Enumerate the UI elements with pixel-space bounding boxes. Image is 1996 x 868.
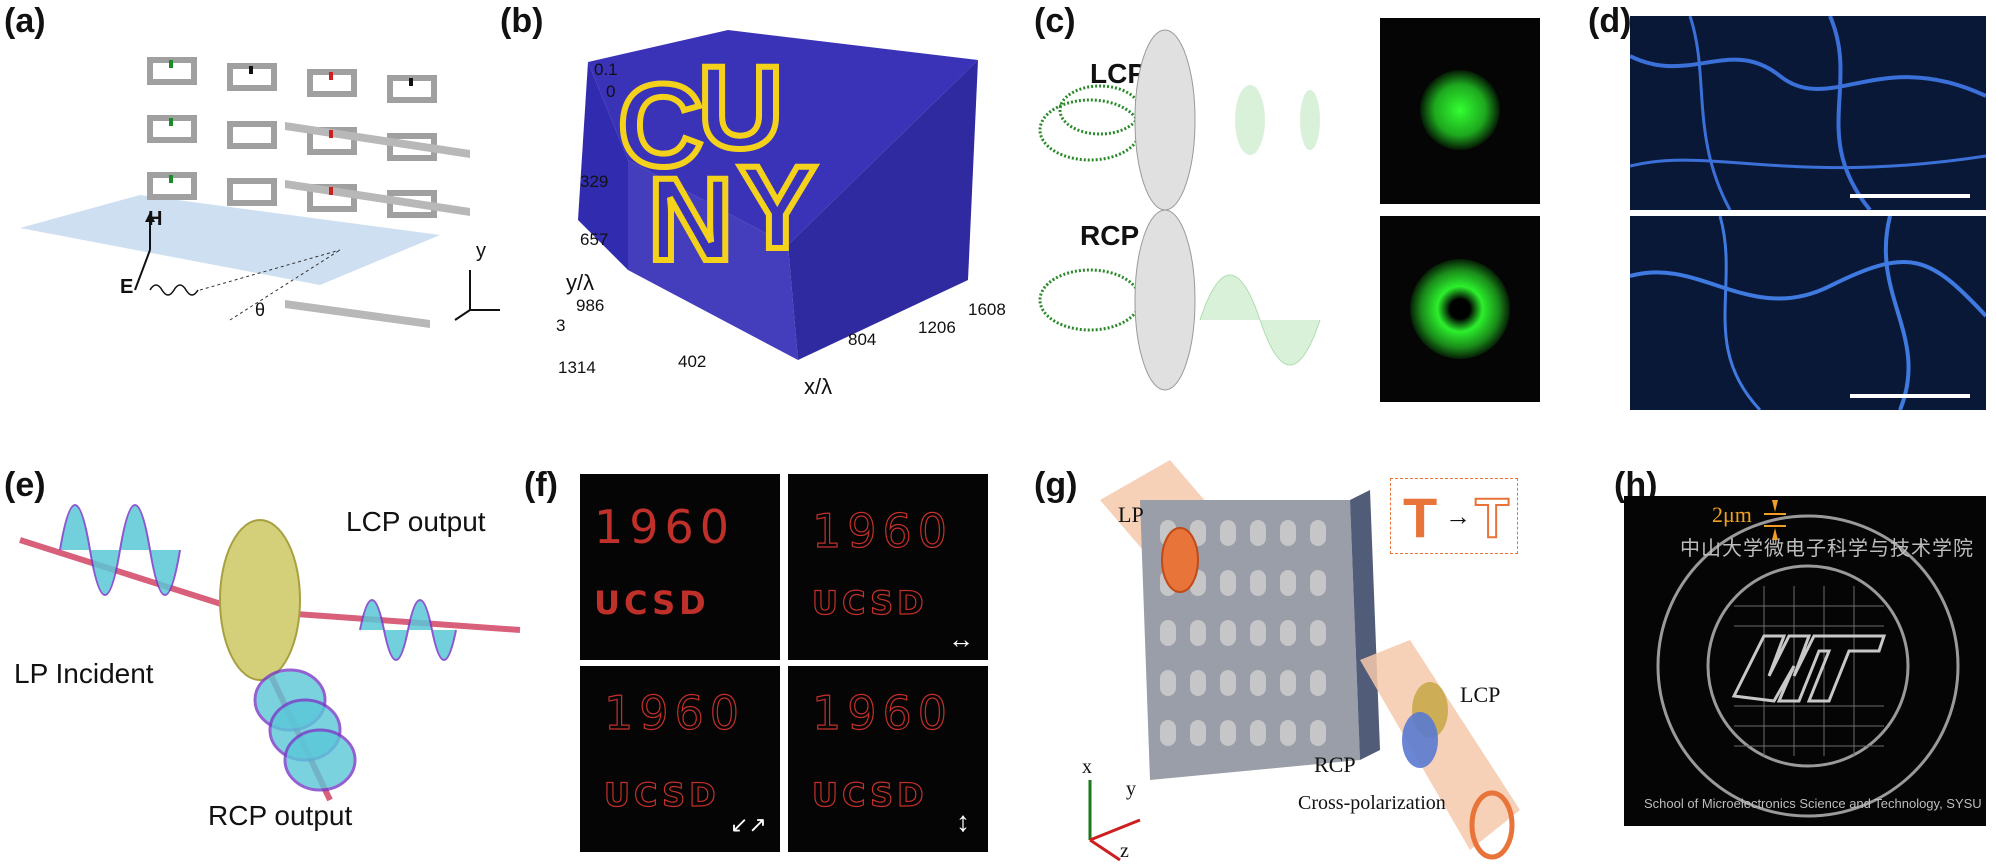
scale-bar-label: 2μm <box>1712 502 1752 527</box>
panel-f-label: (f) <box>524 466 558 504</box>
y-tick-1314: 1314 <box>558 358 596 377</box>
panel-c-label: (c) <box>1034 2 1076 40</box>
panel-e: (e) LCP output LP Incident RCP output <box>0 440 540 868</box>
vertical-arrow-icon: ↕ <box>956 806 970 837</box>
y-tick-329: 329 <box>580 172 609 191</box>
ucsd-hologram-1: 1960 UCSD <box>580 474 780 660</box>
lp-incident-label: LP Incident <box>14 658 154 689</box>
panel-g: (g) LP LCP RCP Cross-polarization T → T … <box>1030 440 1590 868</box>
panel-a-label: (a) <box>4 2 46 40</box>
panel-e-label: (e) <box>4 466 46 504</box>
glyph-conversion-inset: T → T <box>1390 478 1518 554</box>
x-tick-804: 804 <box>848 330 877 349</box>
axis-y-label: y <box>476 240 486 262</box>
lcp-output-label: LCP output <box>346 506 486 537</box>
solid-t-glyph: T <box>1403 486 1438 549</box>
panel-b: (b) C U N Y 0.1 0 329 657 986 1314 402 8… <box>498 0 1018 400</box>
y-axis-clipped-char: 3 <box>556 316 566 335</box>
lcp-label: LCP <box>1090 58 1146 89</box>
ucsd-hologram-3: 1960 UCSD ↙↗ <box>580 666 780 852</box>
panel-d: (d) <box>1580 0 1996 410</box>
rcp-output-label: RCP output <box>208 800 353 831</box>
year-text: 1960 <box>603 685 746 740</box>
lp-label: LP <box>1118 502 1144 527</box>
year-text: 1960 <box>811 685 954 740</box>
x-tick-1608: 1608 <box>968 300 1006 319</box>
panel-d-label: (d) <box>1588 2 1632 40</box>
field-h-label: H <box>148 208 163 230</box>
x-tick-402: 402 <box>678 352 707 371</box>
ucsd-text: UCSD <box>594 584 710 622</box>
z-tick-top: 0.1 <box>594 60 618 79</box>
y-axis-label: y/λ <box>566 270 595 295</box>
ucsd-text: UCSD <box>811 583 928 622</box>
blue-scan-image-top <box>1630 16 1986 210</box>
lcp-focal-spot <box>1380 18 1540 204</box>
x-tick-1206: 1206 <box>918 318 956 337</box>
cuny-surface-plot <box>578 30 978 360</box>
surface-letter-y: Y <box>735 139 820 277</box>
axis-x-label: x <box>1082 756 1092 778</box>
surface-letter-c: C <box>615 57 706 195</box>
year-text: 1960 <box>811 503 954 558</box>
cross-polarization-label: Cross-polarization <box>1298 792 1446 814</box>
rcp-donut-beam <box>1380 216 1540 402</box>
angle-theta-label: θ <box>255 300 266 320</box>
lcp-label: LCP <box>1460 682 1501 707</box>
field-e-label: E <box>120 276 134 298</box>
z-tick-zero: 0 <box>606 82 616 101</box>
panel-b-label: (b) <box>500 2 544 40</box>
horizontal-arrow-icon: ↔ <box>948 624 974 654</box>
logo-chinese-text: 中山大学微电子科学与技术学院 <box>1680 538 1974 560</box>
x-axis-label: x/λ <box>804 374 833 399</box>
panel-c: (c) LCP RCP <box>1030 0 1570 410</box>
year-text: 1960 <box>594 500 736 554</box>
metalens-illustration <box>1038 29 1321 391</box>
metamaterial-diagram <box>20 57 500 328</box>
axis-y-label: y <box>1126 778 1136 800</box>
rcp-label: RCP <box>1080 220 1140 251</box>
outline-t-glyph: T <box>1474 485 1510 550</box>
metasurface-illustration <box>1088 460 1520 862</box>
rcp-label: RCP <box>1314 752 1356 777</box>
y-tick-986: 986 <box>576 296 605 315</box>
surface-letter-u: U <box>695 39 786 177</box>
sysu-logo-micrograph: 2μm 中山大学微电子科学与技术学院 School of Microelectr… <box>1624 496 1986 826</box>
panel-g-label: (g) <box>1034 466 1078 504</box>
polarization-splitter-illustration <box>19 504 521 802</box>
panel-a: (a) <box>0 0 500 330</box>
logo-english-text: School of Microelectronics Science and T… <box>1644 796 1982 811</box>
ucsd-hologram-2: 1960 UCSD ↔ <box>788 474 988 660</box>
ucsd-text: UCSD <box>811 775 928 814</box>
arrow-right-icon: → <box>1445 501 1471 531</box>
surface-letter-n: N <box>645 151 736 289</box>
y-tick-657: 657 <box>580 230 609 249</box>
blue-scan-image-bottom <box>1630 216 1986 410</box>
axis-z-label: z <box>1120 840 1129 862</box>
diagonal-arrow-icon: ↙↗ <box>730 812 767 837</box>
ucsd-hologram-4: 1960 UCSD ↕ <box>788 666 988 852</box>
panel-f: (f) 1960 UCSD 1960 UCSD ↔ 1960 UCSD ↙↗ 1… <box>520 440 1010 868</box>
panel-h: (h) 2μm 中山大学微电子科学与技术学院 School of Microel… <box>1580 440 1996 868</box>
ucsd-text: UCSD <box>603 775 720 814</box>
